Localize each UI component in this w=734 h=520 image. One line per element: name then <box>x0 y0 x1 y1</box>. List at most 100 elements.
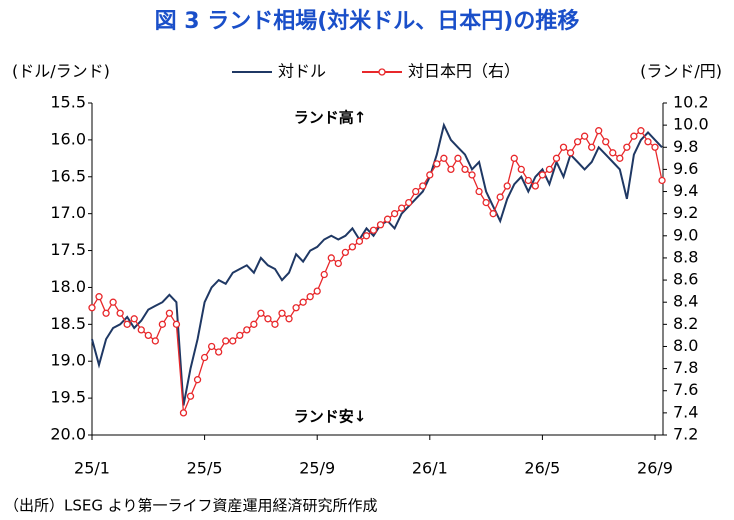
y2-tick-label: 9.8 <box>673 137 698 156</box>
data-point <box>179 409 188 417</box>
y2-tick-label: 8.6 <box>673 270 698 289</box>
y-tick-label: 16.5 <box>50 166 86 185</box>
legend-label: 対日本円（右） <box>408 62 520 81</box>
y-tick-label: 18.0 <box>50 277 86 296</box>
data-point <box>116 309 124 317</box>
data-point <box>95 293 103 301</box>
data-point <box>334 259 342 268</box>
data-point <box>285 315 293 323</box>
data-point <box>573 138 582 146</box>
data-point <box>341 248 350 257</box>
data-point <box>454 154 462 162</box>
y2-tick-label: 7.4 <box>673 402 698 421</box>
x-tick-label: 25/1 <box>74 459 110 478</box>
y2-tick-label: 8.2 <box>673 314 698 333</box>
legend-marker <box>378 68 386 76</box>
series-line <box>91 122 663 406</box>
data-point <box>376 221 385 229</box>
data-point <box>623 143 631 151</box>
data-point <box>292 304 300 312</box>
data-point <box>580 132 589 140</box>
data-point <box>200 353 209 362</box>
data-point <box>229 337 237 345</box>
y2-axis-label: (ランド/円) <box>640 62 722 81</box>
data-point <box>531 182 540 190</box>
data-point <box>609 149 617 157</box>
data-point <box>222 337 230 345</box>
data-point <box>327 254 335 262</box>
data-point <box>243 326 251 334</box>
y2-tick-label: 8.8 <box>673 247 698 266</box>
data-point <box>250 320 258 328</box>
x-tick-label: 26/5 <box>524 459 560 478</box>
data-point <box>630 132 638 140</box>
data-point <box>644 138 652 146</box>
data-point <box>257 309 265 317</box>
data-point <box>158 320 167 328</box>
y2-tick-label: 9.0 <box>673 225 698 244</box>
legend-label: 対ドル <box>278 62 326 81</box>
data-point <box>109 298 117 306</box>
data-point <box>264 315 272 323</box>
y2-tick-label: 8.4 <box>673 292 698 311</box>
data-point <box>602 138 610 146</box>
series-line <box>91 129 663 414</box>
data-point <box>489 210 497 218</box>
x-tick-label: 25/9 <box>299 459 335 478</box>
data-point <box>278 309 286 317</box>
data-point <box>503 182 511 190</box>
data-point <box>348 243 357 251</box>
data-point <box>144 331 152 340</box>
data-point <box>151 337 159 345</box>
data-point <box>637 127 645 135</box>
data-point <box>236 331 244 340</box>
data-point <box>447 165 455 174</box>
y-tick-label: 18.5 <box>50 314 86 333</box>
data-point <box>658 176 666 185</box>
y2-tick-label: 9.6 <box>673 159 698 178</box>
y-tick-label: 19.5 <box>50 388 86 407</box>
data-point <box>482 198 490 207</box>
y2-tick-label: 7.8 <box>673 358 698 377</box>
data-point <box>137 326 145 334</box>
data-point <box>405 198 413 207</box>
data-point <box>130 315 138 323</box>
data-point <box>510 154 518 162</box>
data-point <box>207 342 216 351</box>
annotation: ランド安↓ <box>294 408 367 426</box>
data-point <box>616 154 624 162</box>
y2-tick-label: 7.6 <box>673 380 698 399</box>
x-tick-label: 26/1 <box>412 459 448 478</box>
data-point <box>426 171 434 179</box>
x-tick-label: 25/5 <box>187 459 223 478</box>
data-point <box>313 287 321 295</box>
y-tick-label: 16.0 <box>50 129 86 148</box>
y-tick-label: 17.5 <box>50 240 86 259</box>
data-point <box>651 143 659 151</box>
data-point <box>299 298 307 306</box>
data-point <box>461 165 469 174</box>
data-point <box>588 143 596 151</box>
data-point <box>271 320 279 328</box>
y2-tick-label: 7.2 <box>673 425 698 444</box>
y2-tick-label: 10.2 <box>673 93 709 112</box>
y2-tick-label: 8.0 <box>673 336 698 355</box>
data-point <box>123 320 131 328</box>
data-point <box>559 143 568 151</box>
y2-tick-label: 9.4 <box>673 181 698 200</box>
data-point <box>566 149 575 157</box>
data-point <box>193 376 202 384</box>
data-point <box>440 154 448 162</box>
y2-tick-label: 10.0 <box>673 115 709 134</box>
data-point <box>186 392 195 400</box>
chart-title: 図 3 ランド相場(対米ドル、日本円)の推移 <box>155 8 580 34</box>
data-point <box>412 187 420 196</box>
data-point <box>215 348 223 356</box>
data-point <box>419 182 427 190</box>
data-point <box>102 309 110 317</box>
data-point <box>517 165 525 174</box>
y-tick-label: 20.0 <box>50 425 86 444</box>
data-point <box>390 210 399 218</box>
data-point <box>172 320 181 328</box>
